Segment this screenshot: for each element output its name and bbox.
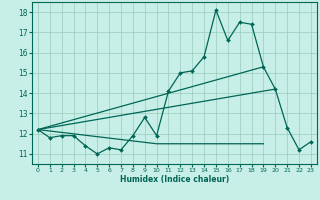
X-axis label: Humidex (Indice chaleur): Humidex (Indice chaleur) bbox=[120, 175, 229, 184]
